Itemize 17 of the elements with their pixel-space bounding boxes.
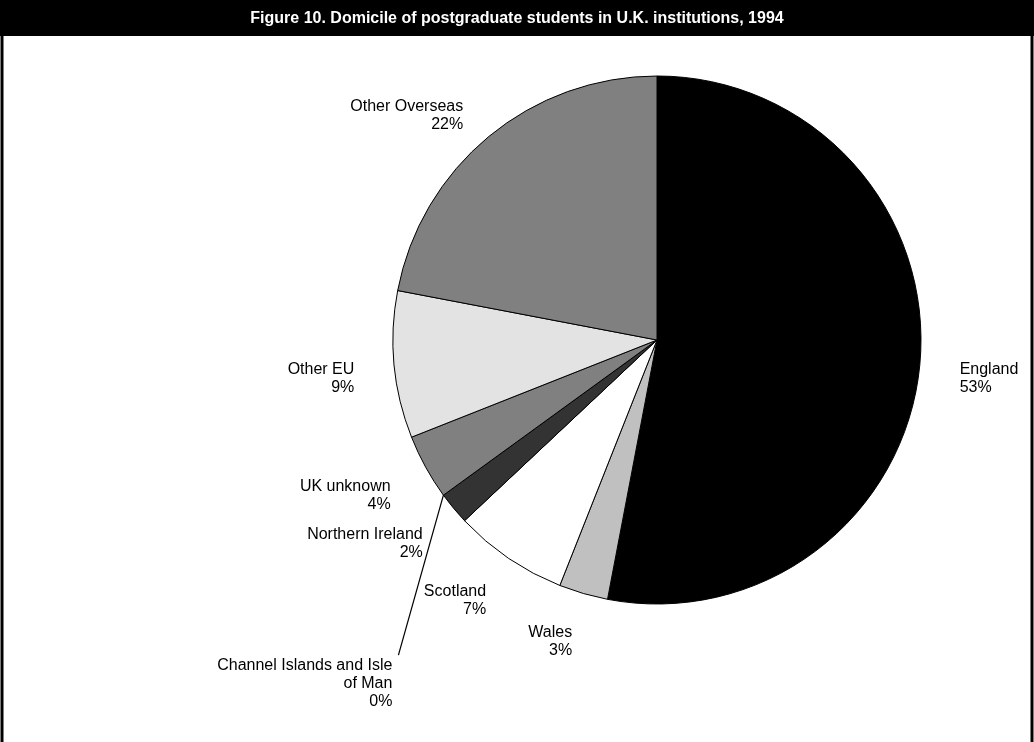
- data-label: 4%: [367, 495, 391, 513]
- slice-label: Northern Ireland: [307, 524, 423, 542]
- slice-label: UK unknown: [299, 477, 391, 495]
- slice-label: Wales: [528, 622, 573, 640]
- chart-title: Figure 10. Domicile of postgraduate students in U.K. institutions, 1994: [250, 9, 784, 26]
- data-label: 7%: [463, 600, 487, 618]
- slice-label: England: [959, 359, 1019, 377]
- category-label: Channel Islands and Isle of Man: [217, 656, 393, 692]
- data-label: 9%: [331, 377, 355, 395]
- slice-label: Other EU: [287, 359, 355, 377]
- data-label: 2%: [399, 542, 423, 560]
- data-label: 3%: [549, 640, 573, 658]
- text: 0%: [369, 692, 393, 710]
- data-label: 53%: [959, 377, 992, 395]
- slice-label: Scotland: [423, 582, 487, 600]
- data-label: 22%: [431, 114, 464, 132]
- slice-label: Other Overseas: [350, 96, 464, 114]
